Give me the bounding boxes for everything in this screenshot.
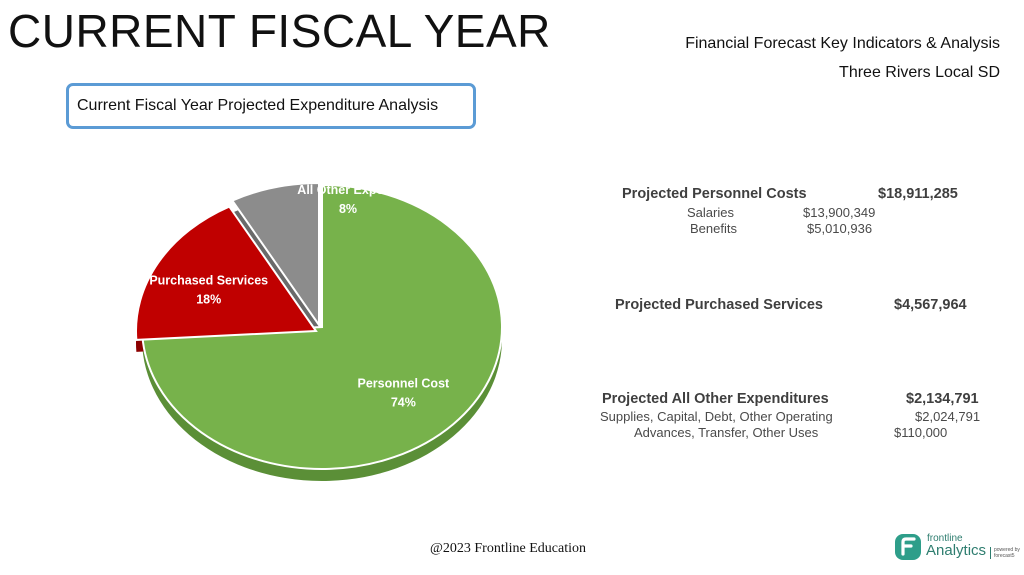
logo-line1: frontline (927, 533, 963, 544)
pie-slice-2 (230, 181, 320, 329)
salaries-value: $13,900,349 (803, 205, 876, 220)
frontline-analytics-logo: frontline Analytics powered by forecast5 (894, 530, 1020, 566)
benefits-value: $5,010,936 (807, 221, 873, 236)
advances-value: $110,000 (894, 425, 948, 440)
pie-label-name-0: Personnel Cost (358, 376, 451, 390)
supplies-value: $2,024,791 (915, 409, 981, 424)
copyright-footer: @2023 Frontline Education (430, 541, 586, 556)
frontline-logo-icon (895, 534, 921, 560)
purchased-services-label: Projected Purchased Services (615, 297, 823, 313)
purchased-services-value: $4,567,964 (894, 297, 967, 313)
other-expenditures-label: Projected All Other Expenditures (602, 391, 829, 407)
pie-label-pct-2: 8% (339, 202, 357, 216)
supplies-label: Supplies, Capital, Debt, Other Operating (600, 409, 833, 424)
chart-title: Current Fiscal Year Projected Expenditur… (77, 97, 439, 114)
chart-title-box: Current Fiscal Year Projected Expenditur… (66, 83, 476, 129)
personnel-costs-value: $18,911,285 (878, 186, 958, 202)
report-title: Financial Forecast Key Indicators & Anal… (685, 35, 1000, 52)
advances-label: Advances, Transfer, Other Uses (634, 425, 819, 440)
personnel-costs-label: Projected Personnel Costs (622, 186, 807, 202)
expenditure-pie-chart: Personnel Cost 74% Purchased Services 18% Al… (135, 181, 503, 482)
pie-label-name-2: All Other Expend (297, 183, 398, 197)
salaries-label: Salaries (687, 205, 734, 220)
logo-tagline: powered by forecast5 (990, 547, 1020, 559)
pie-slice-1 (135, 205, 318, 341)
pie-slice-0 (141, 183, 503, 470)
pie-label-pct-0: 74% (391, 395, 416, 409)
benefits-label: Benefits (690, 221, 737, 236)
other-expenditures-value: $2,134,791 (906, 391, 979, 407)
page-title: CURRENT FISCAL YEAR (8, 5, 551, 57)
logo-line2: Analytics (926, 542, 987, 559)
logo-tagline1: powered by (994, 547, 1020, 553)
pie-label-pct-1: 18% (196, 292, 221, 306)
district-name: Three Rivers Local SD (839, 64, 1000, 81)
logo-tagline2: forecast5 (994, 553, 1015, 559)
pie-label-name-1: Purchased Services (149, 273, 268, 287)
